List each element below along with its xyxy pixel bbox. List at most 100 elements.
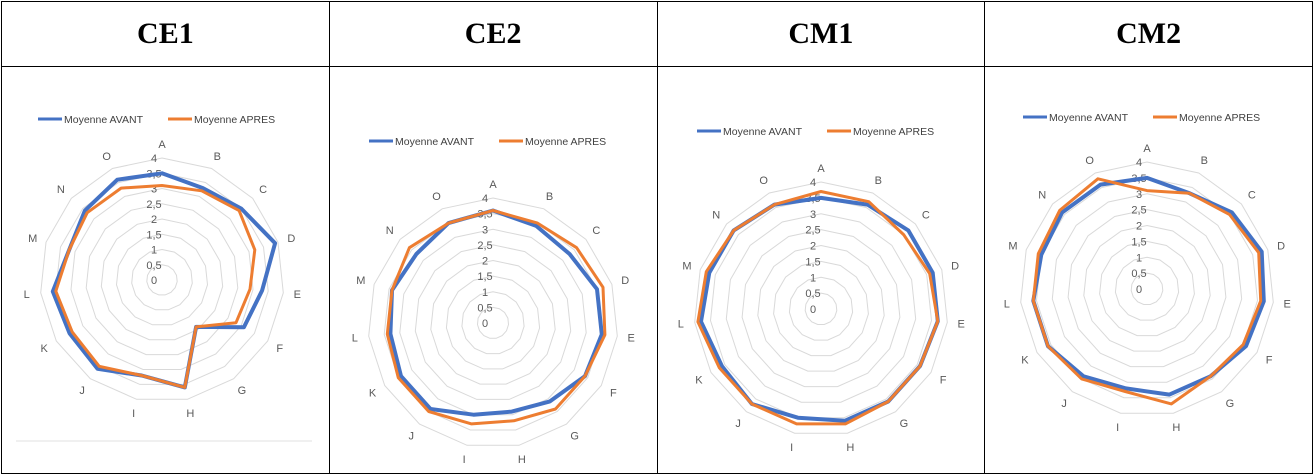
category-label-o: O (759, 175, 768, 187)
grid-ring (55, 172, 269, 385)
grid-ring (430, 259, 556, 385)
r-tick-label: 2,5 (477, 240, 492, 252)
category-label-h: H (518, 454, 526, 466)
category-label-a: A (489, 179, 497, 191)
radar-grid (40, 157, 284, 400)
r-tick-label: 0 (809, 304, 815, 316)
grid-ring (1083, 224, 1211, 352)
grid-ring (1130, 272, 1164, 305)
r-tick-label: 1 (151, 245, 157, 257)
series-line-avant (1031, 175, 1267, 397)
category-label-a: A (817, 163, 825, 175)
grid-ring (788, 276, 853, 341)
r-tick-label: 2 (482, 256, 488, 268)
cell-ce1: 0 0,5 1 1,5 2 2,5 3 3,5 4 A B C D E F G H I J K L M N O Moyenne … (1, 66, 330, 474)
category-label-b: B (1201, 155, 1208, 167)
category-label-d: D (287, 233, 295, 245)
category-label-k: K (369, 388, 377, 400)
grid-ring (1067, 209, 1227, 368)
category-label-m: M (356, 275, 365, 287)
category-label-i: I (1116, 422, 1119, 434)
r-tick-label: 4 (151, 153, 157, 165)
radar-chart-ce2: 00,511,522,533,54ABCDEFGHIJKLMNOMoyenne … (351, 136, 634, 466)
r-tick-label: 1 (482, 287, 488, 299)
r-tick-label: 0 (482, 318, 488, 330)
series-line-apres (54, 184, 257, 389)
r-tick-label: 3 (151, 184, 157, 196)
r-tick-label: 4 (1136, 157, 1142, 169)
r-tick-label: 0,5 (1132, 268, 1147, 280)
series-line-avant (698, 195, 940, 423)
category-label-c: C (1248, 190, 1256, 202)
grid-ring (461, 291, 525, 355)
category-label-n: N (1038, 190, 1046, 202)
category-label-l: L (24, 289, 30, 301)
legend-label-avant: Moyenne AVANT (723, 126, 803, 138)
series-line-apres (695, 190, 939, 426)
category-label-g: G (899, 418, 908, 430)
category-label-k: K (695, 375, 703, 387)
r-tick-label: 0 (1136, 284, 1142, 296)
legend-label-apres: Moyenne APRES (853, 126, 934, 138)
category-label-e: E (1284, 299, 1291, 311)
grid-ring (85, 203, 239, 356)
grid-ring (100, 218, 224, 341)
header-cm1: CM1 (656, 1, 986, 67)
r-tick-label: 3 (809, 209, 815, 221)
category-label-o: O (1086, 155, 1095, 167)
legend-label-avant: Moyenne AVANT (1049, 112, 1129, 124)
r-tick-label: 1 (809, 272, 815, 284)
category-label-l: L (351, 333, 357, 345)
grid-ring (772, 260, 869, 357)
category-label-g: G (570, 431, 579, 443)
r-tick-label: 0 (151, 275, 157, 287)
r-tick-label: 2 (1136, 221, 1142, 233)
category-label-f: F (1266, 355, 1273, 367)
legend: Moyenne AVANT Moyenne APRES (368, 136, 606, 148)
category-label-i: I (462, 454, 465, 466)
category-label-g: G (1226, 398, 1235, 410)
category-label-j: J (79, 385, 85, 397)
grid-ring (131, 248, 193, 311)
category-label-f: F (610, 388, 617, 400)
category-label-f: F (939, 375, 946, 387)
category-label-o: O (102, 151, 111, 163)
category-label-b: B (874, 175, 881, 187)
category-label-h: H (186, 408, 194, 420)
series-line-avant (388, 208, 604, 417)
legend: Moyenne AVANT Moyenne APRES (1023, 112, 1260, 124)
category-label-c: C (921, 210, 929, 222)
category-label-b: B (214, 151, 221, 163)
header-row: CE1 CE2 CM1 CM2 (1, 1, 1313, 67)
category-label-f: F (276, 343, 283, 355)
r-tick-label: 3 (482, 224, 488, 236)
series-line-avant (50, 171, 278, 390)
category-label-b: B (546, 191, 553, 203)
header-ce2: CE2 (328, 1, 658, 67)
grid-ring (804, 292, 837, 325)
radar-chart-cm2: 00,511,522,533,54ABCDEFGHIJKLMNOMoyenne … (1004, 112, 1291, 434)
cell-cm2: 0 0,5 1 1,5 2 2,5 3 3,5 4 A B C D E F G H I J K L M N O Moyenne … (984, 66, 1313, 474)
legend: Moyenne AVANT Moyenne APRES (696, 126, 934, 138)
r-tick-label: 1,5 (146, 229, 161, 241)
grid-ring (70, 187, 254, 370)
category-label-h: H (1173, 422, 1181, 434)
category-label-k: K (1021, 355, 1029, 367)
category-label-g: G (238, 385, 247, 397)
category-label-j: J (1062, 398, 1068, 410)
legend-label-apres: Moyenne APRES (194, 114, 275, 126)
r-tick-label: 0,5 (146, 260, 161, 272)
category-label-i: I (132, 408, 135, 420)
grid-ring (725, 213, 916, 403)
r-tick-label: 1 (1136, 252, 1142, 264)
category-label-m: M (682, 260, 691, 272)
grid-ring (146, 264, 178, 296)
category-label-m: M (28, 233, 37, 245)
category-label-e: E (957, 319, 964, 331)
grid-ring (693, 181, 948, 434)
category-label-l: L (677, 319, 683, 331)
grid-ring (445, 275, 540, 370)
legend: Moyenne AVANT Moyenne APRES (38, 114, 275, 126)
r-tick-label: 2,5 (1132, 205, 1147, 217)
r-tick-label: 4 (482, 193, 488, 205)
